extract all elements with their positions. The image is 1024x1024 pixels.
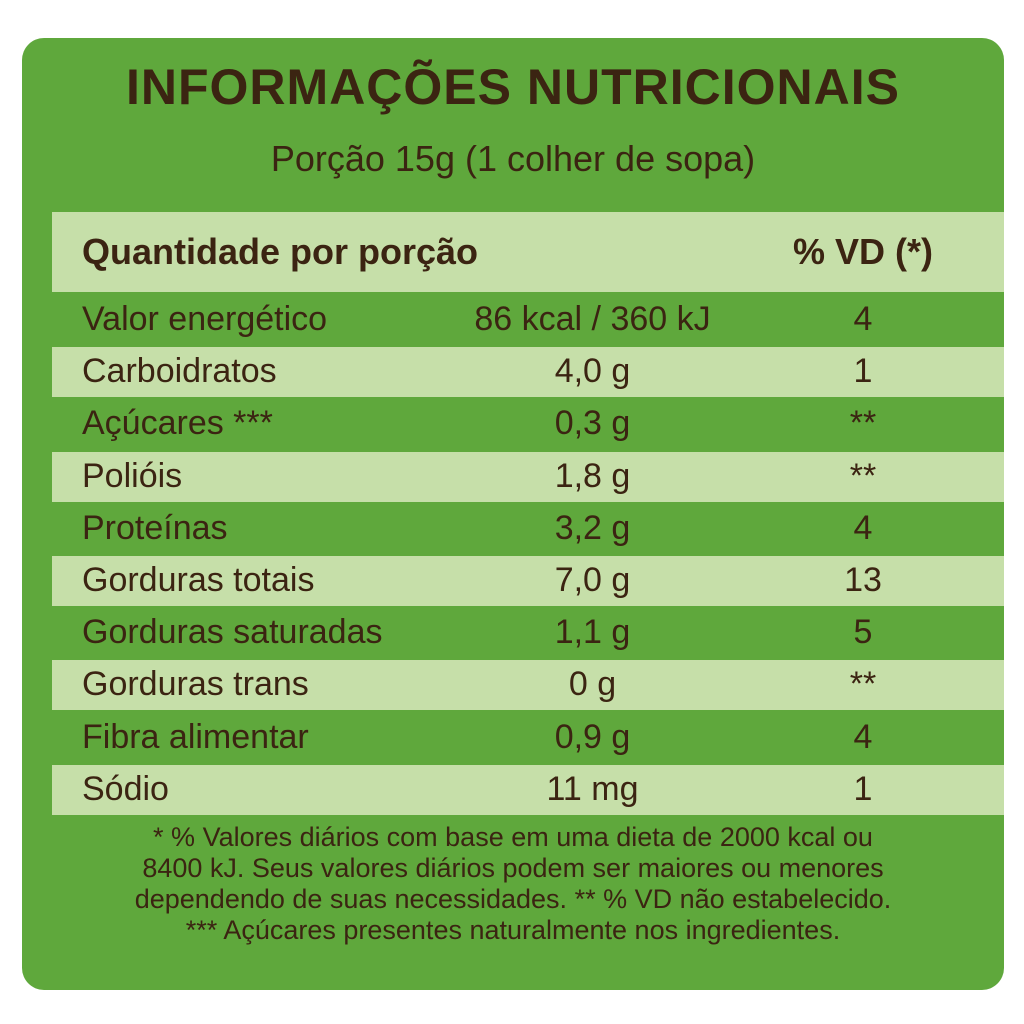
daily-value: ** (849, 456, 877, 495)
amount: 1,8 g (554, 456, 631, 495)
nutrient-name: Gorduras saturadas (82, 613, 383, 652)
nutrient-name: Açúcares *** (82, 404, 273, 443)
daily-value: 4 (853, 508, 873, 547)
nutrient-name: Carboidratos (82, 352, 277, 391)
daily-value: 1 (853, 769, 873, 808)
amount: 11 mg (546, 769, 639, 808)
row-band (52, 347, 1004, 398)
nutrient-name: Gorduras trans (82, 665, 309, 704)
label-panel (22, 38, 1004, 990)
column-header: % VD (*) (792, 231, 933, 272)
row-band (52, 451, 1004, 502)
nutrient-name: Valor energético (82, 300, 328, 338)
amount: 0,3 g (554, 404, 631, 443)
column-header: Quantidade por porção (82, 231, 479, 272)
header-band (52, 212, 1004, 292)
daily-value: 4 (853, 300, 873, 338)
footnote-line: 8400 kJ. Seus valores diários podem ser … (142, 853, 884, 883)
nutrient-name: Fibra alimentar (82, 717, 309, 756)
amount: 86 kcal / 360 kJ (474, 300, 711, 338)
row-band (52, 660, 1004, 711)
nutrient-name: Gorduras totais (82, 561, 315, 599)
daily-value: 1 (853, 352, 873, 391)
row-band (52, 556, 1004, 606)
nutrient-name: Proteínas (82, 508, 228, 547)
daily-value: 4 (853, 717, 873, 756)
amount: 4,0 g (554, 352, 631, 391)
amount: 1,1 g (554, 613, 631, 652)
footnote-line: * % Valores diários com base em uma diet… (153, 822, 873, 852)
amount: 0,9 g (554, 717, 631, 756)
daily-value: ** (849, 665, 877, 704)
daily-value: 5 (853, 613, 873, 652)
footnote-line: dependendo de suas necessidades. ** % VD… (134, 884, 892, 914)
daily-value: 13 (844, 561, 882, 599)
title: INFORMAÇÕES NUTRICIONAIS (126, 59, 900, 115)
row-band (52, 764, 1004, 815)
amount: 7,0 g (554, 561, 631, 599)
amount: 0 g (568, 665, 617, 704)
amount: 3,2 g (554, 508, 631, 547)
nutrient-name: Sódio (82, 769, 169, 808)
nutrient-name: Polióis (82, 456, 183, 495)
subtitle: Porção 15g (1 colher de sopa) (270, 138, 756, 179)
footnote-line: *** Açúcares presentes naturalmente nos … (185, 915, 841, 945)
daily-value: ** (849, 404, 877, 443)
